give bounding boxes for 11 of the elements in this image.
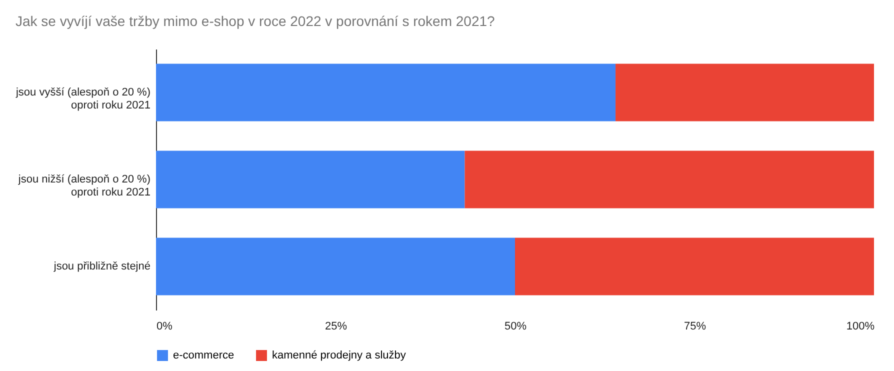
x-tick-label: 25% [324, 320, 348, 332]
legend-label: e-commerce [173, 350, 234, 362]
y-tick-label: jsou přibližně stejné [52, 260, 150, 272]
x-tick-label: 50% [504, 320, 527, 332]
x-tick-label: 100% [846, 320, 875, 332]
chart-title: Jak se vyvíjí vaše tržby mimo e-shop v roce 2022 v porovnání s rokem 2021? [15, 13, 496, 29]
y-tick-label: jsou vyšší (alespoň o 20 %) oproti roku 2021 [14, 86, 150, 112]
x-tick-label: 75% [684, 320, 706, 332]
x-tick-label: 0% [156, 320, 173, 332]
legend-label: kamenné prodejny a služby [272, 350, 406, 362]
y-tick-label: jsou nižší (alespoň o 20 %) oproti roku 2021 [17, 174, 150, 198]
